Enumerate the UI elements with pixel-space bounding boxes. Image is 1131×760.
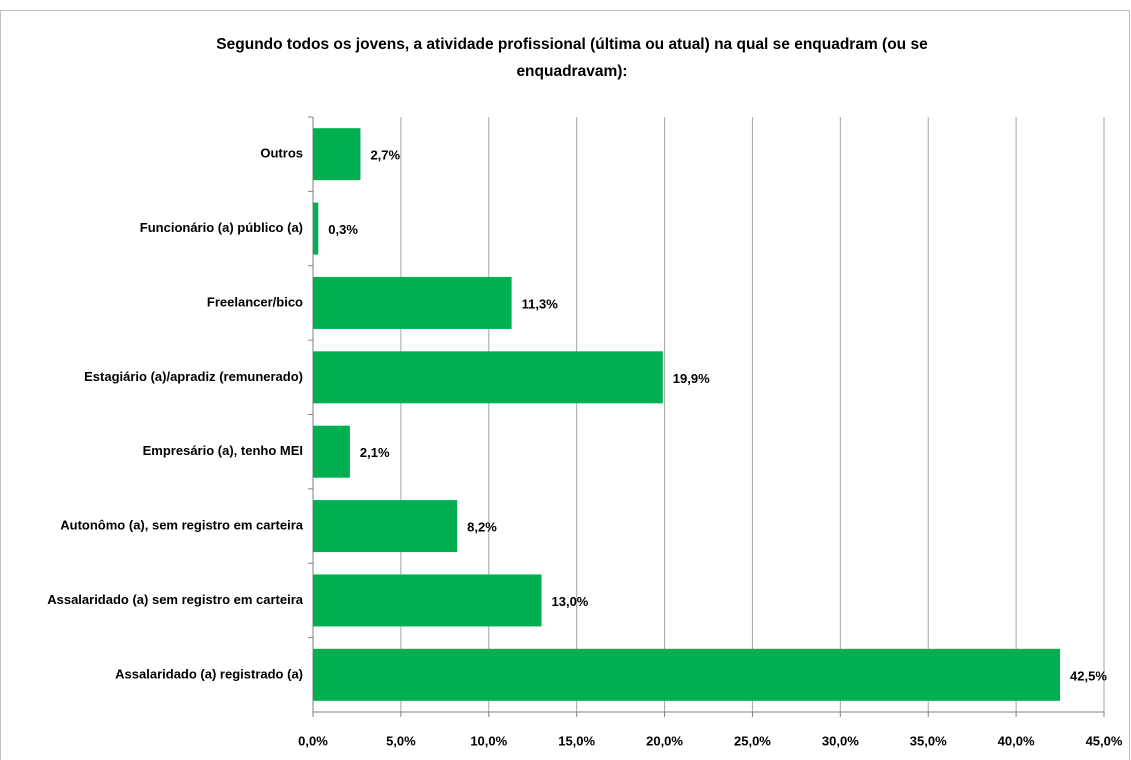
value-label: 19,9% (673, 371, 710, 386)
bar (313, 202, 319, 255)
value-label: 2,7% (370, 148, 400, 163)
value-label: 42,5% (1070, 668, 1107, 683)
y-tick-label: Assalaridado (a) sem registro em carteir… (47, 592, 304, 607)
bar (313, 425, 350, 478)
chart-title: Segundo todos os jovens, a atividade pro… (216, 36, 928, 53)
y-tick-label: Funcionário (a) público (a) (140, 220, 303, 235)
bar (313, 128, 361, 181)
bar (313, 351, 663, 404)
bar (313, 574, 542, 627)
value-label: 0,3% (328, 222, 358, 237)
chart-title: enquadravam): (516, 63, 627, 80)
y-tick-label: Autonômo (a), sem registro em carteira (60, 518, 303, 533)
x-tick-label: 40,0% (998, 733, 1035, 748)
chart-frame (0, 10, 1130, 760)
y-tick-label: Freelancer/bico (207, 294, 303, 309)
x-tick-label: 35,0% (910, 733, 947, 748)
y-tick-label: Assalaridado (a) registrado (a) (115, 666, 303, 681)
y-tick-label: Outros (260, 146, 303, 161)
x-tick-label: 45,0% (1086, 733, 1123, 748)
x-tick-label: 20,0% (646, 733, 683, 748)
value-label: 11,3% (522, 296, 559, 311)
bar (313, 500, 458, 553)
value-label: 2,1% (360, 445, 390, 460)
bar (313, 276, 512, 329)
x-tick-label: 5,0% (386, 733, 416, 748)
bar (313, 648, 1061, 701)
value-label: 8,2% (467, 520, 497, 535)
y-tick-label: Empresário (a), tenho MEI (143, 443, 303, 458)
x-tick-label: 25,0% (734, 733, 771, 748)
x-tick-label: 0,0% (298, 733, 328, 748)
x-tick-label: 15,0% (558, 733, 595, 748)
x-tick-label: 10,0% (470, 733, 507, 748)
x-tick-label: 30,0% (822, 733, 859, 748)
y-tick-label: Estagiário (a)/apradiz (remunerado) (84, 369, 303, 384)
value-label: 13,0% (552, 594, 589, 609)
